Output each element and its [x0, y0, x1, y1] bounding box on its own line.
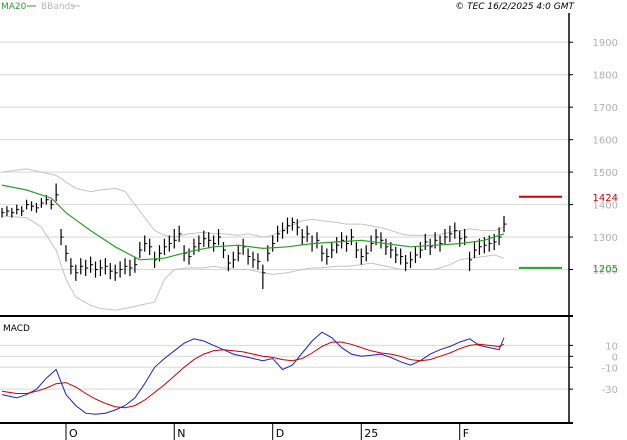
x-tick-label: D [276, 427, 284, 440]
y-tick-label: 1400 [593, 201, 618, 212]
y-tick-label: 1800 [593, 71, 618, 82]
macd-line [1, 331, 505, 415]
legend-entry-bbands: BBands [41, 2, 75, 12]
bband-upper [1, 168, 505, 238]
y-tick-label: 1200 [593, 266, 618, 277]
y-tick-label: 1600 [593, 136, 618, 147]
level-label: 1205 [593, 264, 618, 275]
y-tick-label: 1700 [593, 103, 618, 114]
x-tick-label: F [463, 427, 469, 440]
price-panel: 1900 1800 1700 1600 1500 1400 1300 1200 1424 1205 [0, 38, 618, 311]
x-tick-label: O [69, 427, 78, 440]
copyright-text: © TEC 16/2/2025 4:0 GMT [455, 2, 575, 12]
macd-panel-title: MACD [3, 324, 30, 334]
macd-y-tick-label: 10 [605, 341, 618, 352]
y-tick-label: 1500 [593, 168, 618, 179]
ma20-line [1, 184, 505, 261]
macd-y-tick-label: -30 [602, 385, 618, 396]
chart-header: MA20 BBands © TEC 16/2/2025 4:0 GMT [1, 2, 576, 12]
legend-entry-ma20: MA20 [1, 2, 27, 12]
macd-y-tick-label: 0 [612, 352, 618, 363]
x-tick-label: N [177, 427, 185, 440]
y-tick-label: 1900 [593, 38, 618, 49]
y-tick-label: 1300 [593, 233, 618, 244]
macd-y-tick-label: -10 [602, 363, 618, 374]
chart-frame: O N D 25 F [0, 13, 573, 440]
level-label: 1424 [593, 193, 618, 204]
macd-panel: MACD 100-10 -30 [0, 324, 618, 415]
signal-line [1, 341, 505, 409]
x-tick-label: 25 [364, 427, 378, 440]
